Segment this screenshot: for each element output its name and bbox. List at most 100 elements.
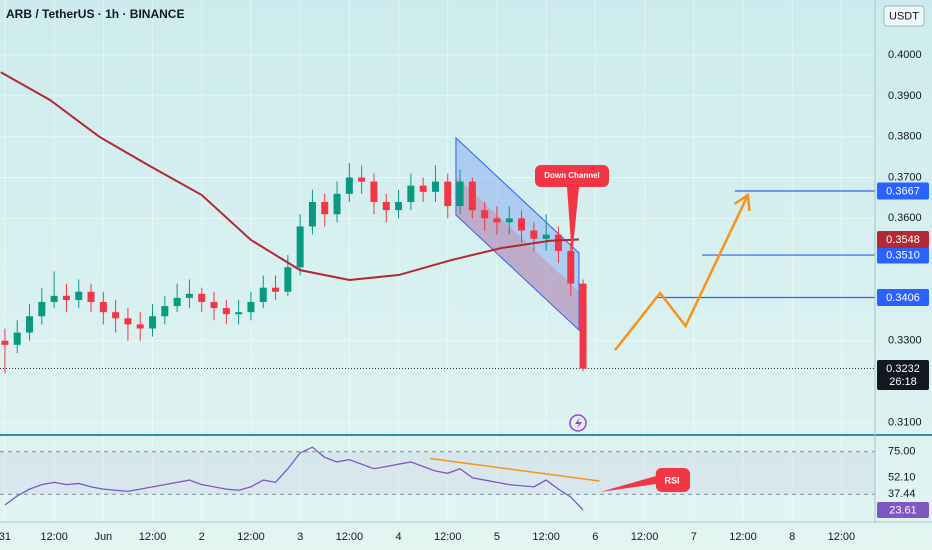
candle-body — [124, 318, 132, 325]
x-tick-label: 12:00 — [336, 531, 364, 543]
plot — [0, 71, 875, 511]
current-price: 0.3232 — [886, 363, 920, 375]
level-label-box — [877, 288, 929, 306]
candle-body — [493, 218, 501, 223]
candle-body — [431, 181, 439, 192]
candle-body — [382, 201, 390, 211]
projection-path — [614, 194, 750, 351]
projection-arrowhead — [733, 192, 751, 212]
x-tick-label: 7 — [691, 531, 697, 543]
y-tick-label: 0.3300 — [888, 335, 922, 347]
candle-body — [112, 312, 120, 319]
candle-body — [333, 193, 341, 215]
callout-down-channel — [535, 165, 609, 257]
y-tick-label: 0.3800 — [888, 131, 922, 143]
axes: 31 12:00 Jun 12:00 2 12:00 3 12:00 4 12:00 5 12:00 6… — [0, 49, 929, 543]
candle-body — [136, 324, 144, 329]
rsi-value-box — [877, 501, 929, 518]
down-channel — [455, 136, 580, 332]
candle-body — [308, 201, 316, 227]
candle-body — [579, 283, 587, 369]
candle-body — [284, 267, 292, 292]
currency-box[interactable] — [883, 5, 925, 27]
candle-body — [185, 293, 193, 298]
candle-body — [50, 295, 58, 302]
candle-body — [1, 340, 9, 345]
rsi-value: 23.61 — [889, 504, 917, 516]
rsi-divergence — [430, 457, 600, 482]
x-tick-label: 12:00 — [40, 531, 68, 543]
candle-body — [198, 293, 206, 302]
currency: USDT — [889, 10, 919, 22]
candle-body — [567, 250, 575, 284]
event-icon-bolt — [575, 417, 582, 429]
candle-body — [259, 287, 267, 302]
chart-title: ARB / TetherUS · 1h · BINANCE — [6, 7, 184, 21]
candle-body — [395, 201, 403, 211]
x-tick-label: 12:00 — [532, 531, 560, 543]
candle-body — [456, 181, 464, 207]
candle-body — [235, 312, 243, 315]
x-tick-label: 12:00 — [729, 531, 757, 543]
y-tick-label: 0.3100 — [888, 416, 922, 428]
event-icon[interactable] — [569, 414, 587, 432]
candle-body — [530, 230, 538, 239]
candle-body — [99, 301, 107, 313]
candle-body — [554, 234, 562, 251]
candle-body — [13, 332, 21, 345]
level-label: 0.3406 — [886, 292, 920, 304]
candle-body — [518, 218, 526, 231]
x-tick-label: 12:00 — [237, 531, 265, 543]
candle-body — [38, 301, 46, 317]
candle-body — [468, 181, 476, 211]
candle-body — [444, 181, 452, 207]
countdown: 26:18 — [889, 376, 917, 388]
callout-rsi — [600, 467, 690, 492]
candle-body — [173, 297, 181, 307]
y-tick-label: 0.3600 — [888, 212, 922, 224]
current-price-box — [877, 359, 929, 390]
rsi-line — [4, 446, 584, 511]
x-tick-label: 8 — [789, 531, 795, 543]
candle-body — [149, 316, 157, 329]
x-tick-label: 12:00 — [434, 531, 462, 543]
rsi-tick-label: 52.10 — [888, 472, 916, 484]
ma-label: 0.3548 — [886, 234, 920, 246]
candle-body — [296, 226, 304, 268]
x-tick-label: 2 — [199, 531, 205, 543]
level-label: 0.3510 — [886, 249, 920, 261]
candle-body — [358, 177, 366, 182]
x-tick-label: 12:00 — [139, 531, 167, 543]
x-tick-label: 3 — [297, 531, 303, 543]
candle-body — [75, 291, 83, 300]
candle-body — [407, 185, 415, 202]
candle-body — [481, 210, 489, 219]
annotations: Down Channel RSI — [535, 165, 690, 492]
x-tick-label: 6 — [592, 531, 598, 543]
y-tick-label: 0.3900 — [888, 90, 922, 102]
annotation-text: RSI — [664, 475, 679, 485]
y-tick-label: 0.3700 — [888, 171, 922, 183]
x-tick-label: Jun — [94, 531, 112, 543]
candle-body — [370, 181, 378, 202]
candle-body — [222, 308, 230, 315]
x-tick-label: 31 — [0, 531, 11, 543]
rsi-tick-label: 37.44 — [888, 488, 916, 500]
ma-label-box — [877, 231, 929, 249]
candle-body — [161, 306, 169, 317]
candle-body — [26, 316, 34, 333]
rsi-band — [0, 451, 875, 495]
candle-body — [210, 301, 218, 309]
candle-body — [272, 287, 280, 292]
x-tick-label: 12:00 — [631, 531, 659, 543]
candle-body — [419, 185, 427, 192]
candle-body — [87, 291, 95, 302]
moving-average — [0, 71, 580, 281]
level-label: 0.3667 — [886, 185, 920, 197]
candle-body — [345, 177, 353, 194]
x-tick-label: 12:00 — [828, 531, 856, 543]
candle-body — [505, 218, 513, 223]
candle-body — [247, 301, 255, 313]
